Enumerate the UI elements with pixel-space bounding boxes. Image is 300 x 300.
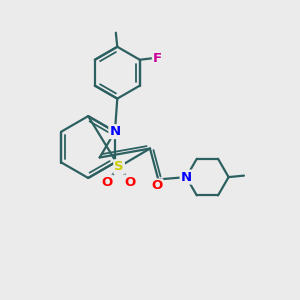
Text: O: O — [151, 179, 162, 192]
Text: N: N — [110, 125, 121, 138]
Text: F: F — [153, 52, 162, 65]
Text: S: S — [114, 160, 124, 173]
Text: O: O — [124, 176, 136, 189]
Text: O: O — [101, 176, 112, 189]
Text: N: N — [181, 171, 192, 184]
